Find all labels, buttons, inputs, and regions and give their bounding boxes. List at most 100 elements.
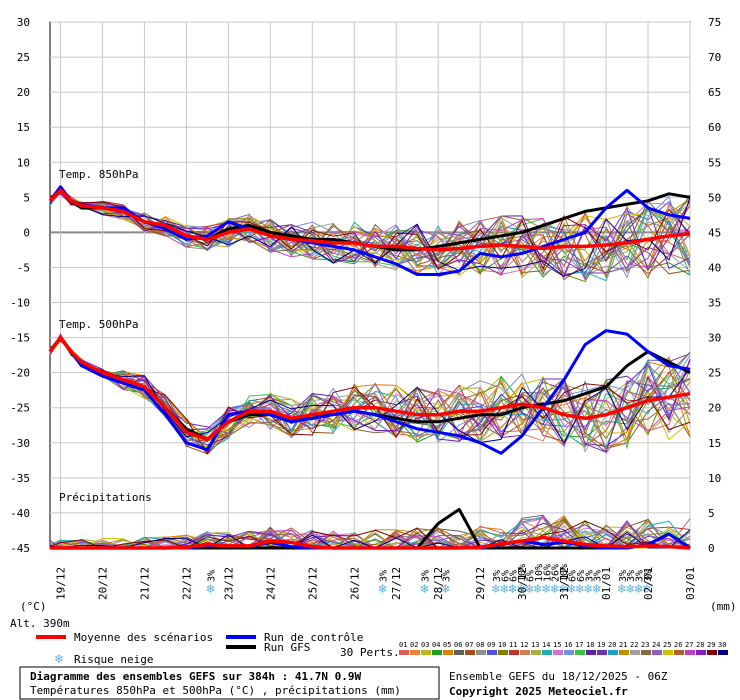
chart-subtitle: Températures 850hPa et 500hPa (°C) , pré…: [30, 684, 401, 697]
snow-risk-row: 3%❄3%❄3%❄3%❄3%❄6%❄6%❄10%❄6%❄10%❄16%❄26%❄…: [206, 564, 654, 596]
member-swatch: [564, 650, 574, 655]
member-swatch: [718, 650, 728, 655]
panel-label-precip: Précipitations: [59, 491, 152, 504]
snowflake-icon: ❄: [420, 582, 430, 596]
member-number: 08: [476, 641, 484, 649]
left-tick-label: -30: [10, 437, 30, 450]
member-number: 28: [696, 641, 704, 649]
member-line: [49, 186, 691, 276]
snowflake-icon: ❄: [525, 582, 535, 596]
member-number: 15: [553, 641, 561, 649]
member-swatch: [652, 650, 662, 655]
date-label: 30/12: [516, 567, 529, 600]
member-number: 11: [509, 641, 517, 649]
member-number: 16: [564, 641, 572, 649]
title-box: [19, 666, 440, 700]
date-label: 02/01: [642, 567, 655, 600]
snowflake-icon: ❄: [533, 582, 543, 596]
t500-mean-line: [48, 335, 691, 442]
member-number: 04: [432, 641, 440, 649]
member-swatch: [476, 650, 486, 655]
member-swatch: [454, 650, 464, 655]
chart-title: Diagramme des ensembles GEFS sur 384h : …: [30, 670, 362, 683]
member-number: 05: [443, 641, 451, 649]
right-tick-label: 40: [708, 261, 721, 274]
date-label: 22/12: [180, 567, 193, 600]
left-tick-label: -25: [10, 402, 30, 415]
t500-control-line: [48, 329, 691, 455]
member-number: 02: [410, 641, 418, 649]
member-swatch: [619, 650, 629, 655]
member-line: [49, 336, 691, 445]
member-swatch: [674, 650, 684, 655]
snow-risk-label: 3%: [584, 570, 595, 582]
member-number: 07: [465, 641, 473, 649]
legend: Moyenne des scénarios Run de contrôle Ru…: [36, 631, 728, 666]
legend-mean-label: Moyenne des scénarios: [74, 631, 213, 644]
snowflake-icon: ❄: [550, 582, 560, 596]
right-tick-label: 70: [708, 51, 721, 64]
snowflake-icon: ❄: [566, 582, 576, 596]
snowflake-icon: ❄: [617, 582, 627, 596]
left-tick-label: 25: [17, 51, 30, 64]
snow-risk-label: 3%: [492, 570, 503, 582]
member-number: 24: [652, 641, 660, 649]
member-number: 21: [619, 641, 627, 649]
member-number: 17: [575, 641, 583, 649]
member-number: 26: [674, 641, 682, 649]
member-line: [49, 334, 691, 450]
snowflake-icon: ❄: [575, 582, 585, 596]
snowflake-icon: ❄: [54, 652, 64, 666]
precip_mm-mean-line: [50, 535, 691, 550]
snowflake-icon: ❄: [642, 582, 652, 596]
right-axis-unit: (mm): [710, 600, 737, 613]
member-swatch: [630, 650, 640, 655]
snow-risk-label: 3%: [618, 570, 629, 582]
right-tick-label: 35: [708, 297, 721, 310]
snow-risk-label: 6%: [526, 570, 537, 582]
snowflake-icon: ❄: [541, 582, 551, 596]
member-swatch: [410, 650, 420, 655]
t850-mean-line: [48, 188, 691, 252]
member-swatch: [685, 650, 695, 655]
left-tick-label: -40: [10, 507, 30, 520]
member-number: 13: [531, 641, 539, 649]
left-tick-label: -45: [10, 542, 30, 555]
panel-label-t500: Temp. 500hPa: [59, 318, 138, 331]
right-tick-label: 0: [708, 542, 715, 555]
date-label: 20/12: [96, 567, 109, 600]
legend-perts-label: 30 Perts.: [340, 646, 400, 659]
member-swatch: [465, 650, 475, 655]
date-label: 29/12: [474, 567, 487, 600]
member-swatch: [608, 650, 618, 655]
snowflake-icon: ❄: [516, 582, 526, 596]
left-tick-label: -10: [10, 297, 30, 310]
member-swatch: [399, 650, 409, 655]
right-tick-label: 20: [708, 402, 721, 415]
member-number: 03: [421, 641, 429, 649]
member-swatch: [641, 650, 651, 655]
member-number: 14: [542, 641, 550, 649]
member-swatch: [542, 650, 552, 655]
right-tick-label: 15: [708, 437, 721, 450]
snowflake-icon: ❄: [634, 582, 644, 596]
right-tick-label: 50: [708, 191, 721, 204]
member-number: 18: [586, 641, 594, 649]
left-axis-ticks: 30 25 20 15 10 5 0 -5 -10 -15 -20 -25 -30 -35 -40 -45: [10, 16, 30, 555]
snow-risk-label: 26%: [551, 564, 562, 582]
member-line: [49, 529, 691, 549]
date-label: 31/12: [558, 567, 571, 600]
date-label: 03/01: [684, 567, 697, 600]
snowflake-icon: ❄: [499, 582, 509, 596]
snow-risk-label: 10%: [517, 564, 528, 582]
member-swatch: [597, 650, 607, 655]
date-label: 21/12: [138, 567, 151, 600]
member-line: [49, 520, 690, 549]
copyright: Copyright 2025 Meteociel.fr: [449, 685, 628, 698]
member-number: 06: [454, 641, 462, 649]
member-number: 27: [685, 641, 693, 649]
panel-label-t850: Temp. 850hPa: [59, 168, 138, 181]
snow-risk-label: 6%: [567, 570, 578, 582]
member-number: 01: [399, 641, 407, 649]
